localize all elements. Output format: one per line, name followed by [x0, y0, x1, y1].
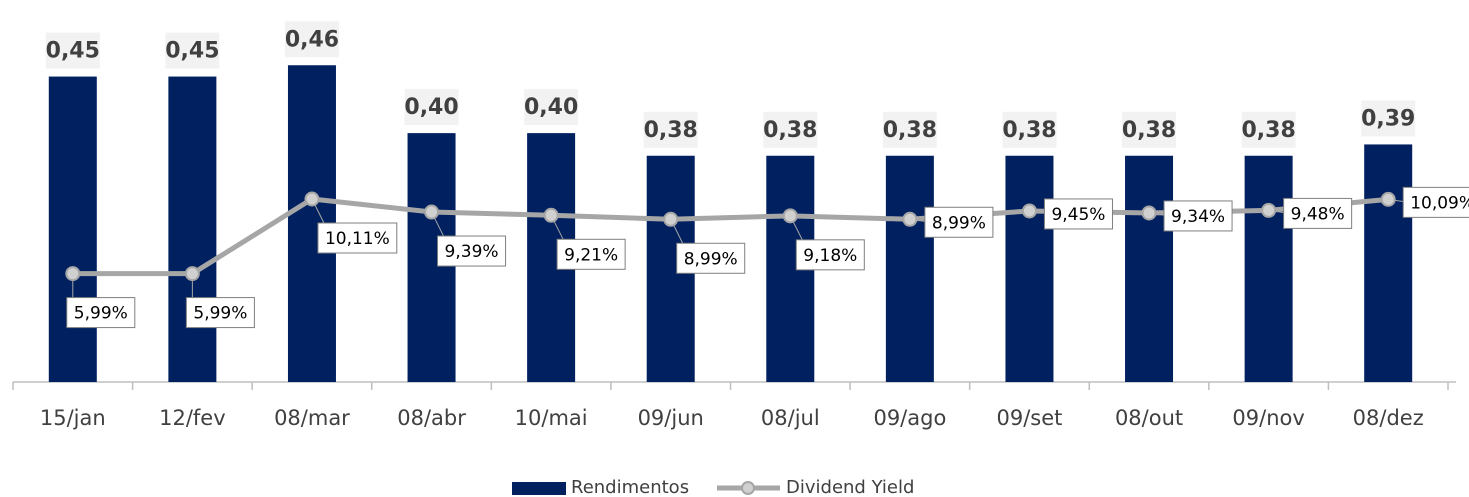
- line-marker: [1141, 205, 1157, 221]
- line-label: 9,21%: [564, 245, 618, 265]
- bar-label: 0,38: [883, 118, 937, 143]
- bar-label: 0,38: [1241, 118, 1295, 143]
- line-label: 9,34%: [1171, 207, 1225, 227]
- line-marker: [782, 208, 798, 224]
- x-tick-label: 08/jul: [761, 406, 820, 430]
- line-marker: [543, 207, 559, 223]
- line-label-box: [317, 222, 398, 254]
- bar-label: 0,39: [1361, 106, 1415, 131]
- line-label-box: [795, 239, 865, 271]
- bar: [1364, 144, 1413, 382]
- bar-label: 0,45: [46, 39, 100, 64]
- x-tick-label: 09/nov: [1232, 406, 1304, 430]
- line-label: 8,99%: [684, 249, 738, 269]
- bar-label-bg: [524, 89, 579, 126]
- x-tick-label: 09/set: [997, 406, 1063, 430]
- line-marker: [1261, 202, 1277, 218]
- bar: [885, 155, 934, 382]
- line-label: 5,99%: [193, 304, 247, 324]
- x-tick-label: 08/mar: [274, 406, 350, 430]
- bar: [168, 76, 217, 382]
- x-tick-label: 09/jun: [638, 406, 704, 430]
- x-tick-label: 10/mai: [515, 406, 588, 430]
- bar-label-bg: [643, 111, 698, 148]
- bar-label-bg: [1361, 100, 1416, 137]
- legend-swatch: [512, 482, 566, 495]
- line-marker: [184, 266, 200, 282]
- legend-label: Rendimentos: [571, 477, 689, 497]
- bar: [1244, 155, 1293, 382]
- bar-label-bg: [1122, 111, 1177, 148]
- bar-label: 0,38: [763, 118, 817, 143]
- bar: [48, 76, 97, 382]
- x-tick-label: 15/jan: [40, 406, 106, 430]
- line-label: 9,39%: [445, 242, 499, 262]
- line-marker: [65, 266, 81, 282]
- line-label: 8,99%: [932, 213, 986, 233]
- bar-label-bg: [763, 111, 818, 148]
- bar-label-bg: [882, 111, 937, 148]
- bar-label: 0,38: [1002, 118, 1056, 143]
- x-tick-label: 08/dez: [1353, 406, 1424, 430]
- x-tick-label: 12/fev: [159, 406, 226, 430]
- x-tick-label: 08/out: [1115, 406, 1183, 430]
- line-label: 9,18%: [803, 246, 857, 266]
- bar: [1125, 155, 1174, 382]
- line-label-box: [66, 297, 136, 329]
- bar-label-bg: [45, 32, 100, 69]
- line-label: 10,11%: [325, 229, 390, 249]
- line-label-box: [1043, 198, 1113, 230]
- bar-label: 0,45: [165, 39, 219, 64]
- bar-label: 0,40: [404, 95, 458, 120]
- line-label-box: [437, 235, 507, 267]
- line-label-box: [924, 206, 994, 238]
- legend-label: Dividend Yield: [786, 477, 914, 497]
- line-marker: [663, 211, 679, 227]
- line-label-box: [1402, 186, 1469, 218]
- bar-label-bg: [1241, 111, 1296, 148]
- bar-label: 0,46: [285, 27, 339, 52]
- line-label-box: [185, 297, 255, 329]
- x-tick-label: 08/abr: [397, 406, 466, 430]
- line-marker: [1380, 191, 1396, 207]
- line-label: 5,99%: [74, 304, 128, 324]
- line-label-box: [1163, 200, 1233, 232]
- line-marker: [1021, 203, 1037, 219]
- line-label: 9,48%: [1291, 204, 1345, 224]
- line-marker: [902, 211, 918, 227]
- bar-label: 0,38: [644, 118, 698, 143]
- line-label-box: [556, 238, 626, 270]
- line-label-box: [676, 242, 746, 274]
- bar-label-bg: [404, 89, 459, 126]
- x-tick-label: 09/ago: [873, 406, 946, 430]
- legend-swatch-marker: [741, 481, 755, 495]
- bar-label-bg: [1002, 111, 1057, 148]
- bar-label: 0,40: [524, 95, 578, 120]
- bar: [1005, 155, 1054, 382]
- bar-label: 0,38: [1122, 118, 1176, 143]
- line-marker: [304, 191, 320, 207]
- line-label-box: [1283, 197, 1353, 229]
- line-label: 9,45%: [1051, 205, 1105, 225]
- line-label: 10,09%: [1410, 193, 1469, 213]
- bar-label-bg: [284, 21, 339, 58]
- line-marker: [424, 204, 440, 220]
- bar-label-bg: [165, 32, 220, 69]
